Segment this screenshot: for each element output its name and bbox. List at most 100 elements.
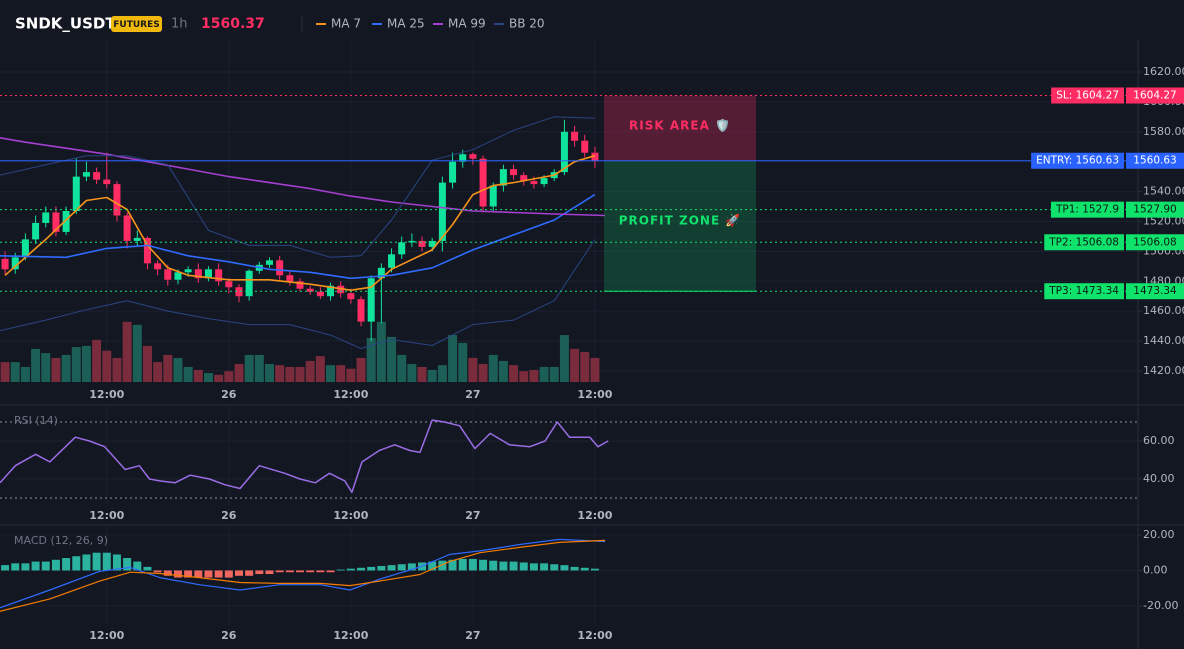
volume-bar: [285, 366, 295, 382]
candle-body: [296, 281, 304, 289]
level-label-bg: [1044, 234, 1124, 251]
legend-label: MA 99: [448, 17, 486, 31]
macd-histogram-bar: [306, 570, 315, 573]
candle-body: [72, 176, 80, 211]
macd-histogram-bar: [123, 558, 132, 571]
level-label: TP3: 1473.34: [1048, 285, 1119, 297]
volume-bar: [112, 357, 122, 382]
y-tick-label: 1460.00: [1143, 304, 1184, 317]
macd-histogram-bar: [316, 570, 325, 573]
level-value: 1604.27: [1133, 90, 1176, 102]
macd-histogram-bar: [296, 570, 305, 573]
volume-bar: [570, 348, 580, 382]
y-tick-label: 0.00: [1143, 563, 1168, 576]
macd-histogram-bar: [234, 570, 243, 576]
level-value-bg: [1126, 152, 1184, 169]
macd-histogram-bar: [275, 570, 284, 573]
volume-bar: [468, 357, 478, 382]
volume-bar: [376, 321, 386, 382]
candle-body: [367, 278, 375, 322]
legend-label: BB 20: [509, 17, 545, 31]
volume-bar: [163, 354, 173, 382]
volume-bar: [81, 345, 91, 382]
macd-histogram-bar: [265, 570, 274, 575]
legend-label: MA 7: [331, 17, 361, 31]
candle-body: [11, 257, 19, 270]
level-label: SL: 1604.27: [1056, 90, 1119, 102]
candle-body: [479, 158, 487, 207]
macd-histogram-bar: [529, 563, 538, 571]
volume-bar: [346, 368, 356, 382]
candle-body: [408, 240, 416, 243]
volume-bar: [51, 357, 61, 382]
candle-body: [306, 288, 314, 292]
volume-bar: [407, 363, 417, 382]
macd-histogram-bar: [397, 564, 406, 571]
volume-bar: [275, 365, 285, 382]
x-tick-label: 12:00: [577, 509, 612, 522]
macd-histogram-bar: [255, 570, 264, 575]
y-tick-label: 1580.00: [1143, 125, 1184, 138]
macd-histogram-bar: [489, 560, 498, 571]
panel-title: RSI (14): [14, 414, 58, 427]
macd-histogram-bar: [336, 569, 345, 571]
candle-body: [449, 161, 457, 183]
candle-body: [540, 178, 548, 185]
macd-histogram-bar: [153, 570, 162, 573]
candle-body: [113, 184, 121, 216]
y-tick-label: 1540.00: [1143, 185, 1184, 198]
macd-histogram-bar: [428, 561, 437, 571]
band-line: [0, 239, 596, 349]
candle-body: [184, 269, 192, 273]
candle-body: [347, 293, 355, 300]
level-value-bg: [1126, 201, 1184, 218]
volume-bar: [427, 369, 437, 382]
macd-histogram-bar: [387, 565, 396, 571]
candle-body: [357, 299, 365, 322]
x-tick-label: 12:00: [333, 509, 368, 522]
ma-line: [0, 137, 606, 217]
macd-histogram-bar: [499, 561, 508, 571]
y-tick-label: 60.00: [1143, 434, 1175, 447]
candle-body: [143, 237, 151, 264]
volume-bar: [580, 351, 590, 382]
candle-body: [499, 169, 507, 186]
level-label-bg: [1044, 283, 1124, 300]
interval: 1h: [171, 17, 188, 32]
x-tick-label: 27: [465, 629, 480, 642]
candle-body: [204, 269, 212, 279]
volume-bar: [326, 365, 336, 382]
macd-histogram-bar: [51, 559, 60, 571]
level-value: 1560.63: [1133, 155, 1176, 167]
macd-histogram-bar: [560, 565, 569, 571]
macd-histogram-bar: [31, 561, 40, 571]
volume-bar: [529, 369, 539, 382]
volume-bar: [437, 365, 447, 382]
level-value-bg: [1126, 234, 1184, 251]
x-tick-label: 12:00: [577, 629, 612, 642]
volume-bar: [448, 335, 458, 382]
risk-zone: [604, 95, 756, 161]
candle-body: [377, 267, 385, 279]
macd-line: [0, 539, 606, 612]
volume-bar: [539, 366, 549, 382]
volume-bar: [458, 342, 468, 382]
volume-bar: [315, 356, 325, 382]
volume-bar: [295, 366, 305, 382]
y-tick-label: 1620.00: [1143, 65, 1184, 78]
candle-body: [398, 242, 406, 255]
y-tick-label: 1420.00: [1143, 364, 1184, 377]
macd-histogram-bar: [102, 552, 111, 571]
level-value: 1506.08: [1133, 236, 1176, 248]
candle-body: [194, 269, 202, 279]
volume-bar: [264, 363, 274, 382]
y-tick-label: 1520.00: [1143, 214, 1184, 227]
level-label: TP1: 1527.9: [1055, 204, 1119, 216]
volume-bar: [92, 339, 102, 382]
candle-body: [581, 140, 589, 153]
level-value-bg: [1126, 283, 1184, 300]
candle-body: [154, 263, 162, 270]
volume-bar: [366, 338, 376, 382]
